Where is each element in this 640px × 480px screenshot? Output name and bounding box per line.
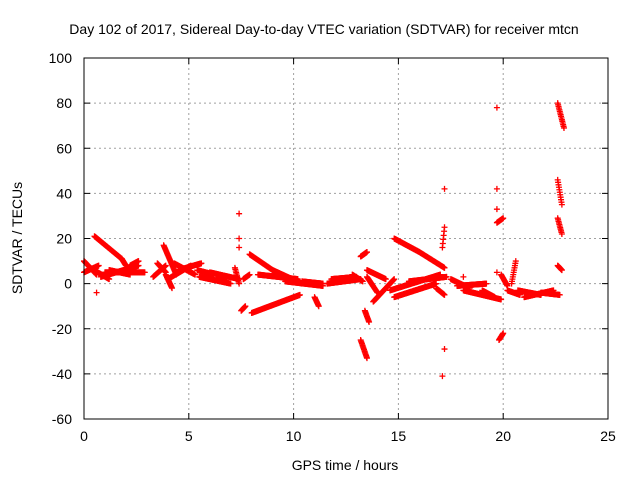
data-point — [363, 355, 370, 362]
x-axis-label: GPS time / hours — [292, 457, 399, 473]
x-tick-label: 20 — [495, 428, 511, 444]
data-point — [443, 273, 450, 280]
y-tick-label: -40 — [52, 366, 72, 382]
data-marks — [81, 100, 567, 380]
data-point — [556, 291, 563, 298]
data-point — [95, 262, 102, 269]
y-axis-label: SDTVAR / TECUs — [9, 182, 25, 294]
data-point — [558, 201, 565, 208]
data-point — [227, 280, 234, 287]
data-point — [460, 273, 467, 280]
data-point — [439, 373, 446, 380]
data-point — [236, 235, 243, 242]
data-point — [441, 291, 448, 298]
y-tick-label: 40 — [56, 185, 72, 201]
y-tick-label: 60 — [56, 140, 72, 156]
data-point — [162, 262, 169, 269]
data-point — [236, 244, 243, 251]
data-point — [441, 224, 448, 231]
x-tick-label: 25 — [600, 428, 616, 444]
y-tick-label: -20 — [52, 321, 72, 337]
data-point — [382, 276, 389, 283]
data-point — [493, 206, 500, 213]
data-point — [296, 291, 303, 298]
y-tick-label: -60 — [52, 411, 72, 427]
data-point — [169, 285, 176, 292]
data-point — [493, 104, 500, 111]
axis-ticks: 0 5 10 15 20 25 -60 -40 -20 0 20 40 60 80 100 — [49, 50, 616, 444]
data-point — [242, 303, 249, 310]
data-point — [366, 318, 373, 325]
y-tick-label: 0 — [64, 276, 72, 292]
x-tick-label: 15 — [391, 428, 407, 444]
data-point — [441, 346, 448, 353]
data-point — [127, 271, 134, 278]
x-tick-label: 0 — [80, 428, 88, 444]
data-point — [359, 278, 366, 285]
chart-title: Day 102 of 2017, Sidereal Day-to-day VTE… — [69, 21, 578, 37]
data-point — [498, 296, 505, 303]
grid-lines — [84, 58, 608, 419]
y-tick-label: 20 — [56, 231, 72, 247]
data-point — [500, 215, 507, 222]
data-point — [192, 271, 199, 278]
plot-frame — [83, 57, 609, 420]
data-point — [363, 249, 370, 256]
data-point — [493, 269, 500, 276]
data-point — [560, 124, 567, 131]
data-point — [236, 280, 243, 287]
data-point — [223, 276, 230, 283]
y-tick-label: 80 — [56, 95, 72, 111]
data-point — [93, 289, 100, 296]
data-point — [141, 269, 148, 276]
y-tick-label: 100 — [49, 50, 73, 66]
data-point — [198, 260, 205, 267]
data-point — [315, 303, 322, 310]
data-point — [135, 258, 142, 265]
data-point — [558, 230, 565, 237]
data-point — [512, 258, 519, 265]
data-point — [491, 294, 498, 301]
data-point — [493, 185, 500, 192]
data-point — [246, 271, 253, 278]
data-point — [441, 185, 448, 192]
data-point — [483, 280, 490, 287]
x-tick-label: 5 — [185, 428, 193, 444]
data-point — [500, 330, 507, 337]
data-point — [558, 267, 565, 274]
data-point — [236, 210, 243, 217]
x-tick-label: 10 — [286, 428, 302, 444]
data-point — [391, 276, 398, 283]
data-point — [441, 264, 448, 271]
